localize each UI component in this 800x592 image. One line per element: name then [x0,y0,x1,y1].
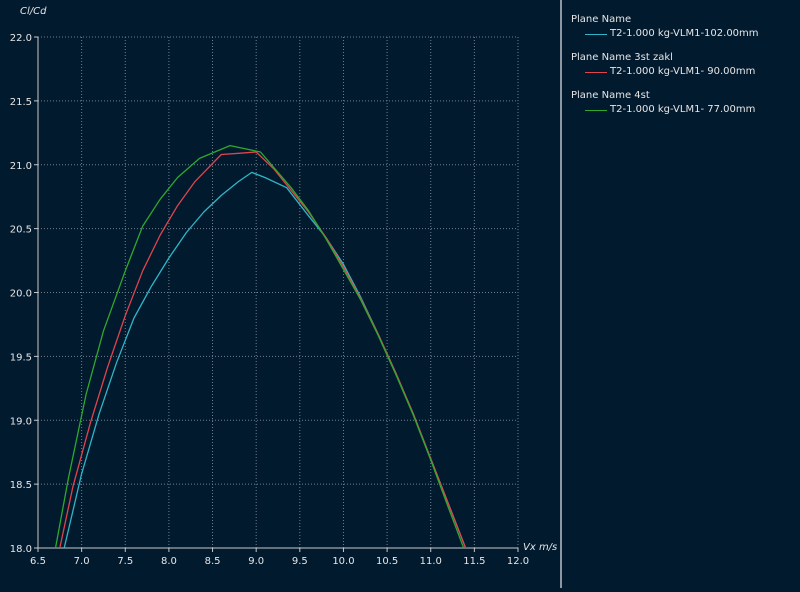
series-line-2 [59,151,467,548]
x-tick-label: 8.0 [161,556,177,567]
legend-group-3: Plane Name 4st T2-1.000 kg-VLM1- 77.00mm [571,89,755,117]
y-tick-label: 22.0 [10,33,32,44]
legend-series-label: T2-1.000 kg-VLM1- 77.00mm [610,104,756,115]
x-tick-label: 8.5 [205,556,221,567]
axes [34,36,519,552]
legend-entry[interactable]: T2-1.000 kg-VLM1- 77.00mm [571,103,755,117]
x-axis-label: Vx m/s [523,542,557,553]
x-tick-label: 9.5 [292,556,308,567]
x-tick-label: 7.0 [74,556,90,567]
y-tick-label: 18.0 [10,544,32,555]
y-tick-label: 20.0 [10,289,32,300]
panel-divider[interactable] [560,0,562,588]
legend-swatch [585,71,607,73]
legend-plane-name: Plane Name 4st [571,90,650,101]
y-tick-label: 18.5 [10,480,32,491]
x-tick-label: 7.5 [117,556,133,567]
x-tick-label: 10.5 [376,556,398,567]
x-tick-label: 11.0 [420,556,442,567]
x-tick-label: 11.5 [463,556,485,567]
legend-swatch [585,33,607,35]
legend-group-2: Plane Name 3st zakl T2-1.000 kg-VLM1- 90… [571,51,755,79]
x-tick-label: 6.5 [30,556,46,567]
legend-swatch [585,109,607,111]
chart: 6.5 7.0 7.5 8.0 8.5 9.0 9.5 10.0 10.5 11.0 11.5 12.… [10,6,558,567]
grid [38,36,519,548]
x-tick-label: 12.0 [507,556,529,567]
series-lines [54,144,467,548]
series-line-3 [54,144,465,548]
legend-panel: Plane Name T2-1.000 kg-VLM1-102.00mm Pla… [562,0,800,588]
y-tick-label: 19.0 [10,416,32,427]
legend-entry[interactable]: T2-1.000 kg-VLM1-102.00mm [571,27,759,41]
y-tick-label: 21.5 [10,97,32,108]
legend-plane-name: Plane Name 3st zakl [571,52,673,63]
y-axis-label: Cl/Cd [20,6,47,17]
tick-labels: 6.5 7.0 7.5 8.0 8.5 9.0 9.5 10.0 10.5 11.0 11.5 12.… [10,33,529,567]
x-tick-label: 9.0 [248,556,264,567]
legend-entry[interactable]: T2-1.000 kg-VLM1- 90.00mm [571,65,755,79]
plot-panel: 6.5 7.0 7.5 8.0 8.5 9.0 9.5 10.0 10.5 11.0 11.5 12.… [9,6,558,567]
legend-series-label: T2-1.000 kg-VLM1-102.00mm [610,28,759,39]
y-tick-label: 20.5 [10,225,32,236]
x-tick-label: 10.0 [332,556,354,567]
legend-group-1: Plane Name T2-1.000 kg-VLM1-102.00mm [571,13,759,41]
y-tick-label: 19.5 [10,352,32,363]
legend-plane-name: Plane Name [571,14,632,25]
legend-series-label: T2-1.000 kg-VLM1- 90.00mm [610,66,756,77]
y-tick-label: 21.0 [10,161,32,172]
